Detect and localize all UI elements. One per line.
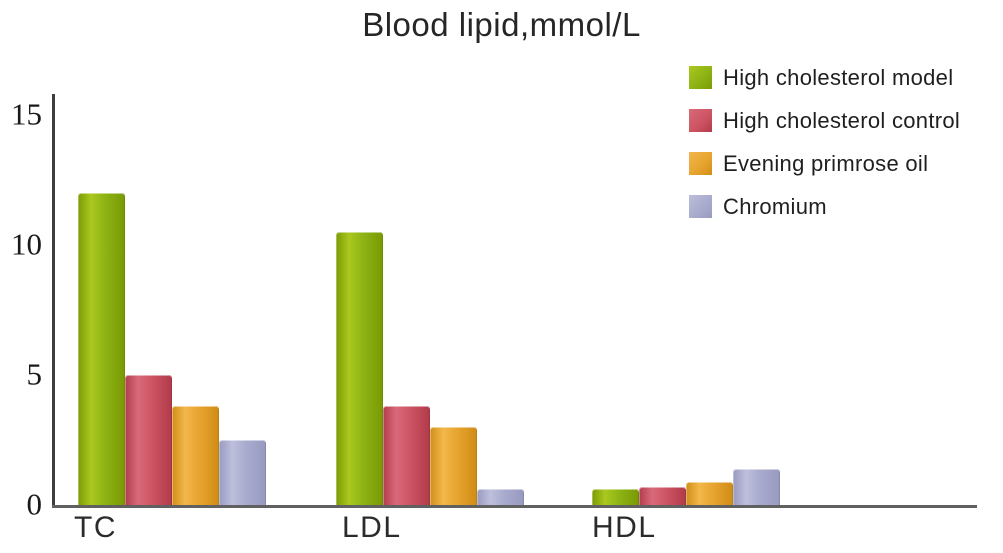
legend-item-high-cholesterol-control: High cholesterol control [689,109,960,132]
legend-item-chromium: Chromium [689,195,960,218]
legend-label-high-cholesterol-model: High cholesterol model [723,64,954,90]
y-tick-label-15: 15 [11,96,42,132]
legend-swatch-chromium [689,195,712,218]
x-label-ldl: LDL [342,511,402,544]
bar-tc-evening-primrose-oil [172,406,219,505]
y-tick-label-5: 5 [26,356,43,392]
legend-swatch-evening-primrose-oil [689,152,712,175]
bar-ldl-high-cholesterol-control [383,406,430,505]
bar-hdl-high-cholesterol-control [639,487,686,505]
y-axis-line [52,94,55,508]
legend-label-high-cholesterol-control: High cholesterol control [723,107,961,133]
legend-swatch-high-cholesterol-control [689,109,712,132]
bar-hdl-chromium [733,469,780,505]
x-label-hdl: HDL [592,511,657,544]
legend-swatch-high-cholesterol-model [689,66,712,89]
x-axis-line [52,505,977,508]
bar-tc-chromium [219,440,266,505]
bar-tc-high-cholesterol-control [125,375,172,505]
bar-hdl-high-cholesterol-model [592,489,639,505]
bar-hdl-evening-primrose-oil [686,482,733,505]
legend-item-high-cholesterol-model: High cholesterol model [689,66,960,89]
legend-item-evening-primrose-oil: Evening primrose oil [689,152,960,175]
legend-label-evening-primrose-oil: Evening primrose oil [723,150,929,176]
chart-title: Blood lipid,mmol/L [362,6,641,43]
y-tick-label-10: 10 [11,226,42,262]
y-tick-label-0: 0 [26,486,43,522]
bar-tc-high-cholesterol-model [78,193,125,505]
x-label-tc: TC [74,511,117,544]
bar-ldl-high-cholesterol-model [336,232,383,505]
legend-label-chromium: Chromium [723,193,827,219]
bar-ldl-evening-primrose-oil [430,427,477,505]
bar-ldl-chromium [477,489,524,505]
legend: High cholesterol model High cholesterol c… [689,66,960,238]
